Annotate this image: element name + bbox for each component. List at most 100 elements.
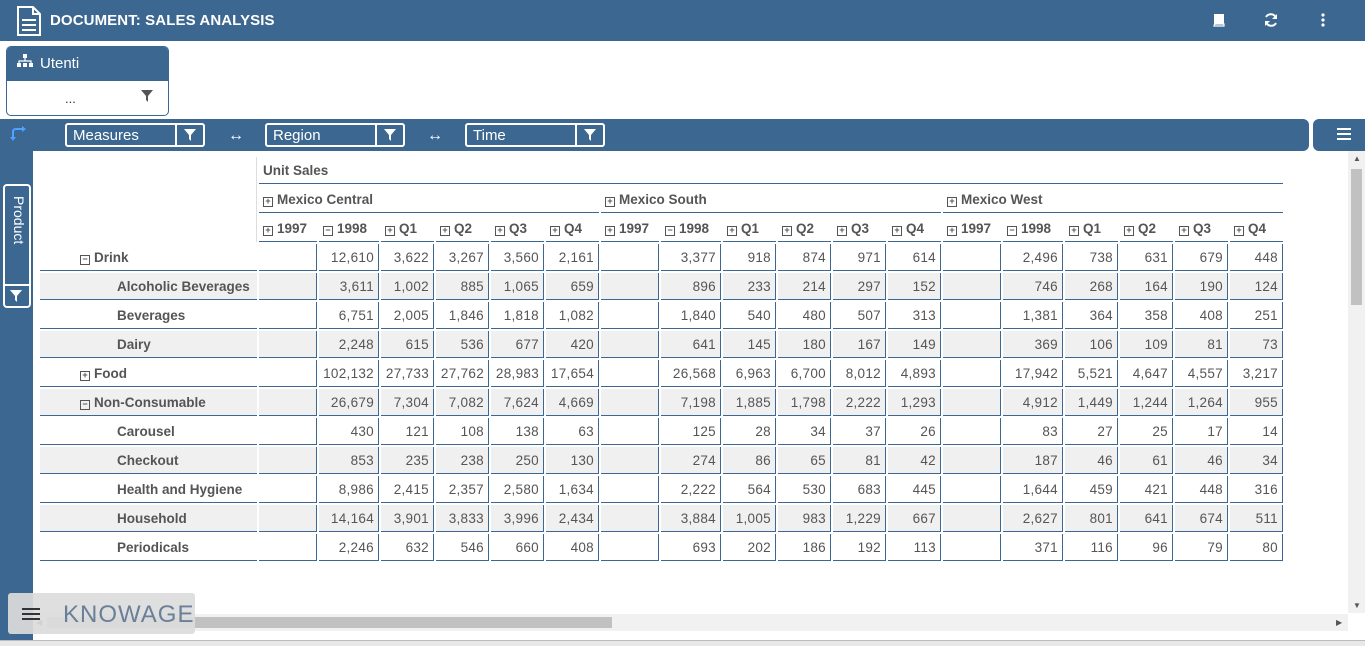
period-header[interactable]: + Q1 [381,215,434,242]
expand-icon[interactable]: + [605,196,615,207]
knowage-menu[interactable]: KNOWAGE [8,593,195,634]
data-cell: 297 [833,273,886,300]
row-header: Checkout [40,447,257,474]
collapse-icon[interactable]: − [80,254,90,265]
expand-icon[interactable]: + [1069,225,1079,236]
region-filter-button[interactable] [375,125,403,145]
row-header[interactable]: − Non-Consumable [40,389,257,416]
data-cell: 80 [1230,534,1283,561]
period-header[interactable]: +1997 [259,215,317,242]
filter-icon[interactable] [141,89,153,107]
row-header[interactable]: + Food [40,360,257,387]
period-header[interactable]: + Q1 [723,215,776,242]
period-header[interactable]: + Q3 [491,215,544,242]
collapse-icon[interactable]: − [323,225,333,236]
period-header[interactable]: −1998 [319,215,379,242]
data-cell: 42 [888,447,941,474]
period-header[interactable]: + Q2 [778,215,831,242]
region-header[interactable]: + Mexico West [943,186,1283,213]
row-header[interactable]: − Drink [40,244,257,271]
expand-icon[interactable]: + [1234,225,1244,236]
period-header-label: Q3 [509,220,528,236]
data-cell: 187 [1003,447,1063,474]
expand-icon[interactable]: + [837,225,847,236]
collapse-icon[interactable]: − [80,399,90,410]
period-header[interactable]: + Q4 [888,215,941,242]
period-header[interactable]: +1997 [601,215,659,242]
period-header[interactable]: −1998 [1003,215,1063,242]
scroll-right-icon[interactable]: ▶ [1336,618,1343,627]
vertical-scroll-thumb[interactable] [1351,169,1362,305]
expand-icon[interactable]: + [550,225,560,236]
row-header-label: Health and Hygiene [117,481,243,497]
scroll-down-icon[interactable]: ▼ [1353,601,1361,610]
region-dropdown[interactable]: Region [265,123,405,147]
utenti-filter-value[interactable]: ... [65,91,76,106]
expand-icon[interactable]: + [263,225,273,236]
more-vertical-icon[interactable] [1315,12,1331,28]
notes-icon[interactable] [1211,12,1227,28]
expand-icon[interactable]: + [495,225,505,236]
period-header[interactable]: +1997 [943,215,1001,242]
swap-arrow[interactable]: ↔ [427,127,443,144]
expand-icon[interactable]: + [1124,225,1134,236]
expand-icon[interactable]: + [605,225,615,236]
data-cell [259,331,317,358]
data-cell: 364 [1065,302,1118,329]
period-header[interactable]: −1998 [661,215,721,242]
expand-icon[interactable]: + [782,225,792,236]
time-dropdown[interactable]: Time [465,123,605,147]
product-dimension[interactable]: Product [3,184,31,308]
expand-icon[interactable]: + [440,225,450,236]
period-header[interactable]: + Q3 [833,215,886,242]
data-cell: 1,798 [778,389,831,416]
measures-dropdown[interactable]: Measures [65,123,205,147]
period-header[interactable]: + Q3 [1175,215,1228,242]
data-cell: 113 [888,534,941,561]
data-cell: 313 [888,302,941,329]
expand-icon[interactable]: + [892,225,902,236]
expand-icon[interactable]: + [947,225,957,236]
period-header[interactable]: + Q4 [546,215,599,242]
filter-icon [584,129,596,141]
horizontal-scrollbar[interactable]: ◀ ▶ [33,614,1348,631]
data-cell: 1,885 [723,389,776,416]
expand-icon[interactable]: + [385,225,395,236]
data-cell: 631 [1120,244,1173,271]
data-cell: 2,627 [1003,505,1063,532]
product-filter-button[interactable] [5,284,29,306]
data-cell: 7,198 [661,389,721,416]
swap-arrow[interactable]: ↔ [228,127,244,144]
period-header[interactable]: + Q4 [1230,215,1283,242]
measures-filter-button[interactable] [175,125,203,145]
horizontal-scroll-thumb[interactable] [47,617,612,628]
side-menu-button[interactable] [1313,119,1365,151]
time-filter-button[interactable] [575,125,603,145]
expand-icon[interactable]: + [263,196,273,207]
vertical-scrollbar[interactable]: ▲ ▼ [1348,151,1365,613]
data-cell: 2,161 [546,244,599,271]
expand-icon[interactable]: + [727,225,737,236]
region-header[interactable]: + Mexico South [601,186,941,213]
utenti-filter-header: Utenti [7,47,168,81]
expand-icon[interactable]: + [80,370,90,381]
row-header-label: Carousel [117,423,175,439]
swap-axes-icon[interactable] [10,126,28,147]
data-cell: 79 [1175,534,1228,561]
period-header[interactable]: + Q1 [1065,215,1118,242]
refresh-icon[interactable] [1263,12,1279,28]
region-header[interactable]: + Mexico Central [259,186,599,213]
hamburger-icon[interactable] [22,607,40,626]
expand-icon[interactable]: + [1179,225,1189,236]
collapse-icon[interactable]: − [1007,225,1017,236]
data-cell [259,476,317,503]
utenti-filter-title: Utenti [40,55,80,72]
scroll-up-icon[interactable]: ▲ [1353,154,1361,163]
collapse-icon[interactable]: − [665,225,675,236]
period-header[interactable]: + Q2 [1120,215,1173,242]
data-cell: 4,912 [1003,389,1063,416]
row-header-label: Non-Consumable [94,394,206,410]
period-header[interactable]: + Q2 [436,215,489,242]
expand-icon[interactable]: + [947,196,957,207]
data-cell: 238 [436,447,489,474]
